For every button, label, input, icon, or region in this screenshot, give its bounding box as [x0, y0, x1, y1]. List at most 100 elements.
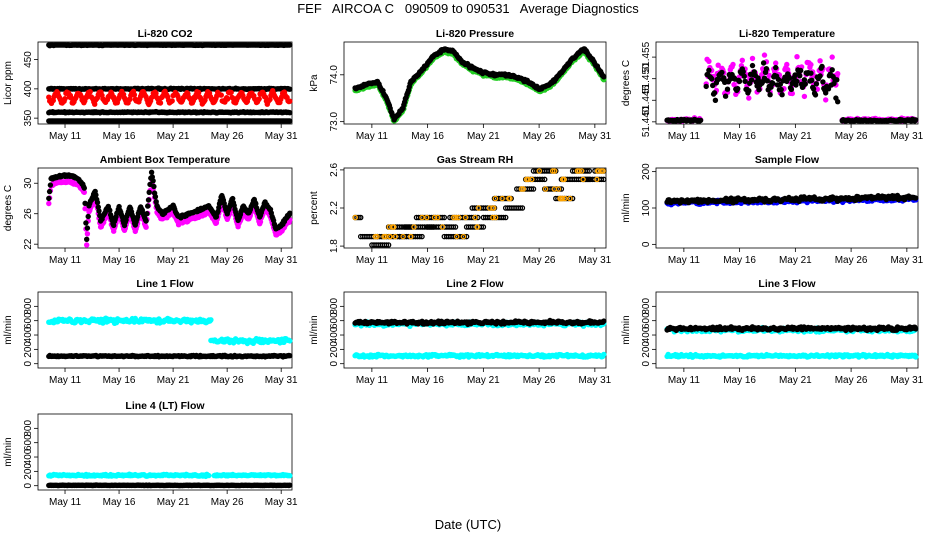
x-tick-label: May 16 [411, 375, 444, 386]
x-tick-label: May 11 [49, 131, 81, 142]
y-axis-label: degrees C [621, 60, 632, 106]
x-tick-label: May 21 [157, 255, 190, 266]
data-point [834, 77, 840, 83]
data-point [287, 338, 293, 344]
y-axis-label: Licor ppm [3, 61, 14, 105]
data-point [87, 89, 93, 95]
plot-frame [343, 41, 607, 125]
x-tick-label: May 21 [779, 131, 812, 142]
data-point [228, 89, 234, 96]
x-tick-label: May 16 [103, 375, 136, 386]
data-point [794, 54, 800, 60]
data-point [763, 66, 770, 72]
y-axis-label: percent [309, 191, 320, 225]
series-line1-cyan [46, 315, 214, 326]
data-point [749, 62, 756, 69]
y-tick-label: 800 [23, 298, 34, 315]
x-tick-label: May 26 [211, 131, 244, 142]
data-point [756, 87, 762, 93]
data-point [287, 210, 293, 216]
data-point [96, 208, 102, 214]
data-point [697, 117, 704, 124]
data-point [460, 233, 467, 240]
plot-frame [37, 41, 293, 125]
data-point [287, 118, 293, 124]
data-point [749, 55, 756, 62]
x-tick-label: May 31 [578, 131, 611, 142]
x-tick-label: May 16 [103, 255, 136, 266]
x-tick-label: May 31 [265, 131, 298, 142]
y-axis-label: degrees C [3, 185, 14, 231]
data-point [742, 78, 748, 85]
panel-title: Line 2 Flow [446, 278, 504, 290]
x-tick-label: May 31 [890, 255, 923, 266]
x-tick-label: May 26 [523, 375, 556, 386]
data-point [797, 73, 803, 79]
series-line1-cyan-b [208, 335, 293, 347]
data-point [218, 92, 224, 98]
panel-title: Sample Flow [755, 154, 820, 166]
y-tick-label: 0 [641, 241, 652, 247]
figure-title: FEF AIRCOA C 090509 to 090531 Average Di… [297, 1, 639, 16]
y-tick-label: 2.6 [329, 163, 340, 177]
data-point [736, 78, 743, 85]
data-point [748, 77, 755, 83]
data-point [62, 96, 68, 102]
data-point [770, 80, 776, 87]
panel-title: Li-820 CO2 [138, 28, 193, 40]
data-point [746, 88, 752, 94]
data-point [703, 83, 709, 90]
data-point [778, 86, 784, 93]
data-point [152, 194, 159, 200]
data-point [835, 99, 841, 105]
data-point [746, 95, 752, 101]
data-point [601, 318, 607, 324]
panel-title: Li-820 Temperature [739, 28, 835, 40]
data-point [724, 86, 731, 92]
x-tick-label: May 11 [356, 131, 388, 142]
data-point [157, 100, 164, 106]
data-point [145, 197, 152, 203]
data-point [386, 233, 393, 240]
data-point [150, 178, 156, 184]
y-tick-label: 22 [23, 238, 34, 250]
data-point [453, 233, 460, 240]
x-tick-label: May 11 [356, 255, 388, 266]
data-point [808, 61, 814, 68]
data-point [81, 185, 88, 191]
data-point [84, 225, 91, 231]
data-point [151, 183, 157, 190]
data-point [760, 60, 767, 66]
data-point [775, 76, 782, 83]
data-point [148, 169, 155, 175]
data-point [431, 214, 438, 221]
data-point [711, 90, 718, 96]
data-point [287, 353, 293, 359]
y-tick-label: 30 [23, 177, 34, 189]
x-tick-label: May 31 [265, 255, 298, 266]
plot-frame [655, 167, 919, 249]
x-tick-label: May 21 [157, 375, 190, 386]
data-point [802, 81, 808, 87]
data-point [84, 242, 90, 248]
series-level 3 [46, 108, 293, 116]
data-point [722, 93, 729, 99]
x-tick-label: May 21 [467, 255, 500, 266]
data-point [788, 86, 795, 93]
y-tick-label: 26 [23, 208, 34, 220]
data-point [786, 75, 793, 81]
data-point [84, 231, 91, 237]
data-point [817, 58, 823, 64]
data-point [740, 69, 746, 75]
x-tick-label: May 21 [779, 255, 812, 266]
data-point [47, 182, 54, 188]
y-tick-label: 450 [23, 51, 34, 68]
data-point [601, 74, 607, 80]
x-tick-label: May 21 [467, 131, 500, 142]
x-tick-label: May 16 [411, 255, 444, 266]
panel-title: Line 1 Flow [136, 278, 194, 290]
data-point [767, 92, 773, 98]
